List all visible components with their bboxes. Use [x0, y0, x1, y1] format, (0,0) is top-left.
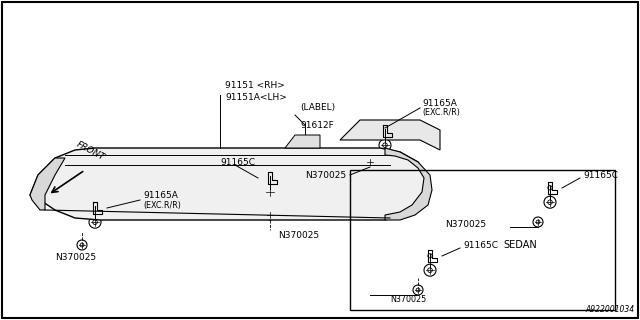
Text: 91612F: 91612F: [300, 121, 333, 130]
Text: 91165A: 91165A: [143, 190, 178, 199]
Text: (LABEL): (LABEL): [300, 103, 335, 112]
Text: A922001034: A922001034: [586, 305, 635, 314]
Text: 91151 <RH>: 91151 <RH>: [225, 81, 285, 90]
Text: N370025: N370025: [445, 220, 486, 228]
Text: SEDAN: SEDAN: [503, 240, 537, 250]
Text: 91165C: 91165C: [583, 171, 618, 180]
Text: N370025: N370025: [278, 230, 319, 239]
Polygon shape: [340, 120, 440, 150]
Bar: [350, 170, 615, 310]
Text: 91165C: 91165C: [220, 157, 255, 166]
Text: 91151A<LH>: 91151A<LH>: [225, 93, 287, 102]
Text: 91165C: 91165C: [463, 241, 498, 250]
Polygon shape: [385, 148, 432, 220]
Text: (EXC.R/R): (EXC.R/R): [422, 108, 460, 116]
Text: (EXC.R/R): (EXC.R/R): [143, 201, 181, 210]
Text: FRONT: FRONT: [75, 140, 106, 162]
Polygon shape: [30, 148, 428, 220]
Text: N370025: N370025: [390, 295, 426, 305]
Polygon shape: [30, 158, 65, 210]
Text: N370025: N370025: [55, 253, 96, 262]
Text: N370025: N370025: [305, 171, 346, 180]
Polygon shape: [285, 135, 320, 148]
Text: 91165A: 91165A: [422, 99, 457, 108]
